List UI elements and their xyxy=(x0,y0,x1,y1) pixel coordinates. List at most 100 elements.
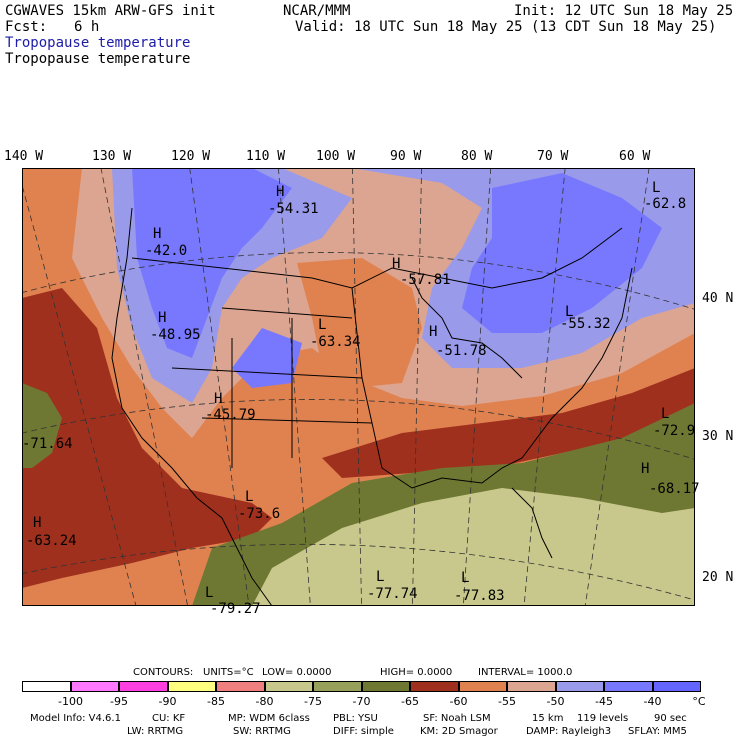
colorbar-swatch xyxy=(216,681,265,692)
tropopause-temperature-map xyxy=(22,168,695,606)
colorbar-label: -55 xyxy=(498,695,516,708)
map-label-value: -71.64 xyxy=(22,436,73,452)
colorbar-swatch xyxy=(167,681,216,692)
model-title: CGWAVES 15km ARW-GFS init xyxy=(5,3,216,19)
map-label-value: -42.0 xyxy=(145,243,188,259)
lon-label-140w: 140 W xyxy=(4,149,44,164)
colorbar-label: -60 xyxy=(449,695,468,708)
colorbar-label: -90 xyxy=(158,695,177,708)
map-label-value: -45.79 xyxy=(205,407,256,423)
map-label-value: -57.81 xyxy=(400,272,451,288)
map-label-value: -48.95 xyxy=(150,327,201,343)
map-label-l-marker: L xyxy=(461,570,470,586)
colorbar-label: -50 xyxy=(546,695,565,708)
colorbar-label: -65 xyxy=(401,695,419,708)
map-label-l-marker: L xyxy=(652,180,661,196)
colorbar-label: -45 xyxy=(595,695,613,708)
footer-sflay: SFLAY: MM5 xyxy=(628,726,687,737)
footer-pbl: PBL: YSU xyxy=(333,713,378,724)
map-label-value: -51.78 xyxy=(436,343,487,359)
fill-darkred-southeast xyxy=(322,368,695,478)
lon-label-110w: 110 W xyxy=(246,149,286,164)
map-label-value: -68.17 xyxy=(649,481,700,497)
map-label-l-marker: L xyxy=(565,304,574,320)
colorbar-swatch xyxy=(264,681,313,692)
lon-label-70w: 70 W xyxy=(537,149,569,164)
init-time: Init: 12 UTC Sun 18 May 25 xyxy=(514,3,734,19)
map-label-value: -62.8 xyxy=(644,196,687,212)
colorbar-swatch xyxy=(555,681,604,692)
map-label-value: -77.83 xyxy=(454,588,505,604)
footer-cu: CU: KF xyxy=(152,713,186,724)
map-label-value: -54.31 xyxy=(268,201,319,217)
fill-darkred-west xyxy=(22,288,272,588)
footer-levels: 119 levels xyxy=(577,713,629,724)
footer-damp: DAMP: Rayleigh3 xyxy=(526,726,612,737)
colorbar-label: -95 xyxy=(110,695,128,708)
footer-lw: LW: RRTMG xyxy=(127,726,184,737)
field-title-primary: Tropopause temperature xyxy=(5,35,191,51)
lat-label-20n: 20 N xyxy=(702,570,734,585)
contours-interval: INTERVAL= 1000.0 xyxy=(478,667,573,678)
map-label-value: -63.34 xyxy=(310,334,361,350)
footer-sw: SW: RRTMG xyxy=(233,726,291,737)
map-label-h-marker: H xyxy=(392,256,401,272)
lon-label-130w: 130 W xyxy=(92,149,132,164)
forecast-hour: 6 h xyxy=(74,19,100,35)
footer-resolution: 15 km xyxy=(532,713,564,724)
forecast-label: Fcst: xyxy=(5,19,48,35)
lon-label-90w: 90 W xyxy=(390,149,422,164)
map-label-value: -79.27 xyxy=(210,601,261,617)
footer-mp: MP: WDM 6class xyxy=(228,713,310,724)
map-label-l-marker: L xyxy=(376,569,385,585)
colorbar-label: -100 xyxy=(58,695,83,708)
lat-label-40n: 40 N xyxy=(702,291,734,306)
lon-label-80w: 80 W xyxy=(461,149,493,164)
valid-time: Valid: 18 UTC Sun 18 May 25 (13 CDT Sun … xyxy=(295,19,717,35)
map-label-value: -77.74 xyxy=(367,586,418,602)
map-label-l-marker: L xyxy=(245,489,254,505)
colorbar-label: -85 xyxy=(207,695,225,708)
colorbar-label: °C xyxy=(692,695,706,708)
field-title-secondary: Tropopause temperature xyxy=(5,51,191,67)
contours-label: CONTOURS: xyxy=(133,667,194,678)
colorbar-swatch xyxy=(652,681,701,692)
footer-km: KM: 2D Smagor xyxy=(420,726,498,737)
footer-model-info: Model Info: V4.6.1 xyxy=(30,713,121,724)
map-label-h-marker: H xyxy=(641,461,650,477)
colorbar-swatch xyxy=(22,681,71,692)
map-label-value: -55.32 xyxy=(560,316,611,332)
colorbar-swatch xyxy=(604,681,653,692)
colorbar-swatch xyxy=(313,681,362,692)
colorbar-label: -80 xyxy=(255,695,274,708)
footer-sf: SF: Noah LSM xyxy=(423,713,491,724)
fill-blue xyxy=(132,168,662,388)
map-label-l-marker: L xyxy=(205,585,214,601)
fill-khaki xyxy=(252,488,695,606)
map-label-value: -63.24 xyxy=(26,533,77,549)
organization-label: NCAR/MMM xyxy=(283,3,351,19)
map-label-h-marker: H xyxy=(276,184,285,200)
lon-label-120w: 120 W xyxy=(171,149,211,164)
map-label-h-marker: H xyxy=(33,515,42,531)
colorbar-swatch xyxy=(410,681,459,692)
contours-units: UNITS=°C xyxy=(203,667,254,678)
colorbar-swatch xyxy=(70,681,119,692)
contours-low: LOW= 0.0000 xyxy=(262,667,332,678)
map-label-l-marker: L xyxy=(661,406,670,422)
map-label-h-marker: H xyxy=(429,324,438,340)
colorbar-swatch xyxy=(458,681,507,692)
map-label-h-marker: H xyxy=(214,391,223,407)
map-label-h-marker: H xyxy=(153,226,162,242)
footer-diff: DIFF: simple xyxy=(333,726,394,737)
map-label-h-marker: H xyxy=(158,310,167,326)
fill-orange-central xyxy=(297,258,422,388)
map-label-value: -73.6 xyxy=(238,506,281,522)
footer-timestep: 90 sec xyxy=(654,713,687,724)
colorbar-swatch xyxy=(119,681,168,692)
colorbar-label: -70 xyxy=(352,695,371,708)
colorbar-label: -75 xyxy=(304,695,322,708)
colorbar-swatch xyxy=(361,681,410,692)
lon-label-60w: 60 W xyxy=(619,149,651,164)
lat-label-30n: 30 N xyxy=(702,429,734,444)
